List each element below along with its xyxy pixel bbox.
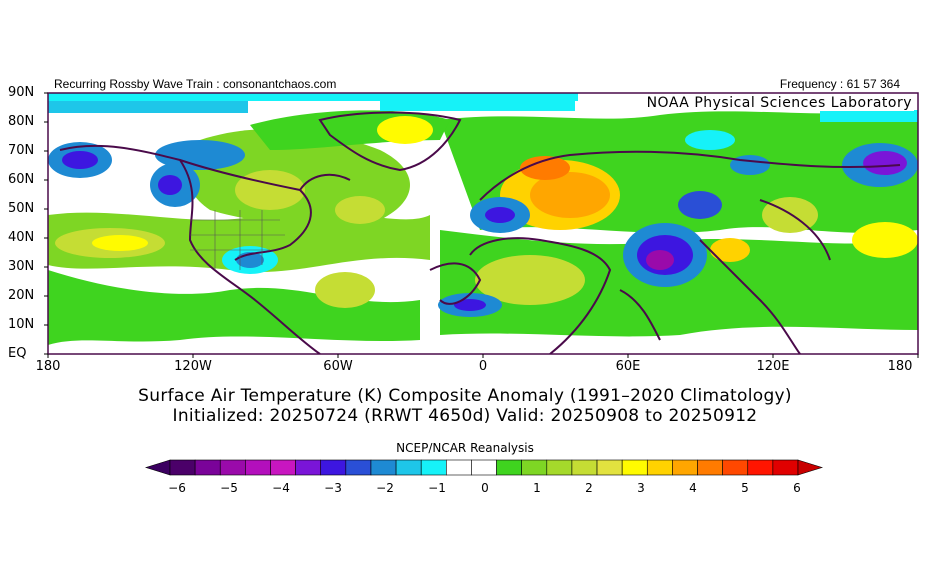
colorbar-swatch (395, 459, 422, 476)
colorbar-swatch (521, 459, 548, 476)
colorbar-under-triangle (144, 459, 171, 476)
colorbar-label: 3 (637, 481, 645, 495)
colorbar-swatch (320, 459, 347, 476)
colorbar-over-triangle (797, 459, 824, 476)
colorbar-swatch (194, 459, 221, 476)
colorbar-swatch (270, 459, 296, 476)
colorbar-swatch (345, 459, 372, 476)
lat-label: EQ (8, 346, 27, 361)
colorbar-swatch (245, 459, 271, 476)
colorbar-swatch (571, 459, 598, 476)
lat-label: 80N (8, 114, 35, 129)
lon-label: 120E (756, 359, 790, 374)
colorbar-swatch (772, 459, 799, 476)
lat-label: 30N (8, 259, 35, 274)
lon-label: 180 (35, 359, 61, 374)
noaa-watermark: NOAA Physical Sciences Laboratory (644, 95, 914, 111)
colorbar-swatch (471, 459, 497, 476)
lat-label: 20N (8, 288, 35, 303)
colorbar-label: 5 (741, 481, 749, 495)
lat-label: 70N (8, 143, 35, 158)
colorbar-label: 4 (689, 481, 697, 495)
header-right-text: Frequency : 61 57 364 (779, 77, 900, 91)
colorbar-label: 1 (533, 481, 541, 495)
colorbar-label: −4 (272, 481, 290, 495)
lon-label: 60W (323, 359, 353, 374)
state-borders (190, 210, 285, 270)
colorbar-swatch (546, 459, 573, 476)
colorbar-swatch (446, 459, 472, 476)
colorbar-title: NCEP/NCAR Reanalysis (396, 441, 534, 455)
colorbar-label: 0 (481, 481, 489, 495)
colorbar-swatch (621, 459, 648, 476)
colorbar-swatch (697, 459, 723, 476)
lon-label: 60E (615, 359, 641, 374)
coastlines (59, 111, 901, 354)
colorbar-swatch (646, 459, 673, 476)
colorbar-swatch (370, 459, 397, 476)
colorbar-swatch (596, 459, 623, 476)
lat-label: 50N (8, 201, 35, 216)
lon-ticks (47, 354, 919, 358)
colorbar-label: 2 (585, 481, 593, 495)
colorbar-swatch (722, 459, 749, 476)
colorbar-label: −5 (220, 481, 238, 495)
anomaly-field (48, 93, 918, 354)
lat-ticks (44, 92, 48, 355)
plot-title-line2: Initialized: 20250724 (RRWT 4650d) Valid… (172, 406, 758, 426)
colorbar-label: −2 (376, 481, 394, 495)
lon-label: 180 (887, 359, 913, 374)
colorbar-swatch (496, 459, 522, 476)
colorbar-swatch (672, 459, 698, 476)
plot-title-line1: Surface Air Temperature (K) Composite An… (138, 386, 792, 406)
colorbar-label: −3 (324, 481, 342, 495)
colorbar-label: −6 (168, 481, 186, 495)
colorbar-swatch (747, 459, 774, 476)
lon-label: 120W (174, 359, 212, 374)
lat-label: 60N (8, 172, 35, 187)
lat-label: 40N (8, 230, 35, 245)
colorbar-label: 6 (793, 481, 801, 495)
colorbar-swatch (169, 459, 196, 476)
colorbar-label: −1 (428, 481, 446, 495)
lat-label: 10N (8, 317, 35, 332)
colorbar-swatch (219, 459, 246, 476)
header-left-text: Recurring Rossby Wave Train : consonantc… (54, 77, 337, 91)
colorbar-swatch (295, 459, 322, 476)
lon-label: 0 (478, 359, 488, 374)
colorbar-swatch (420, 459, 447, 476)
lat-label: 90N (8, 85, 35, 100)
